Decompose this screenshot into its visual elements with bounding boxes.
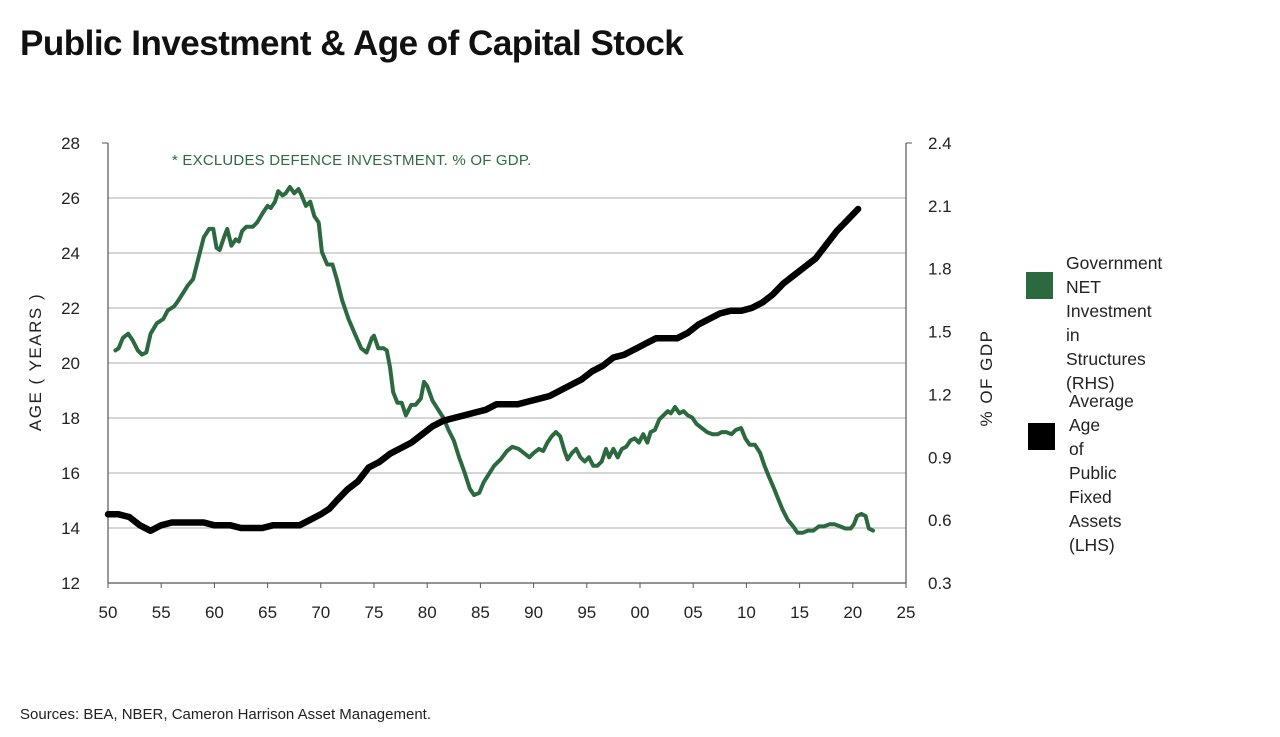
right-tick-label: 2.1 <box>928 197 952 216</box>
page-title: Public Investment & Age of Capital Stock <box>20 24 684 63</box>
right-tick-label: 1.5 <box>928 323 952 342</box>
axes <box>102 142 912 584</box>
x-tick-label: 55 <box>152 603 171 622</box>
legend-label-investment: Government NET Investment in Structures … <box>1066 253 1163 393</box>
right-tick-label: 0.3 <box>928 574 952 593</box>
legend-label-age: Average Age of Public Fixed Assets (LHS) <box>1069 391 1134 555</box>
x-tick-label: 05 <box>684 603 703 622</box>
left-tick-label: 16 <box>61 464 80 483</box>
left-tick-label: 28 <box>61 134 80 153</box>
source-note: Sources: BEA, NBER, Cameron Harrison Ass… <box>20 706 432 723</box>
legend-swatch-black <box>1028 423 1055 450</box>
left-axis-title: AGE ( YEARS ) <box>26 293 45 431</box>
x-tick-label: 85 <box>471 603 490 622</box>
right-tick-label: 2.4 <box>928 134 952 153</box>
left-tick-label: 18 <box>61 409 80 428</box>
x-tick-label: 70 <box>311 603 330 622</box>
x-tick-label: 95 <box>577 603 596 622</box>
x-tick-label: 50 <box>99 603 118 622</box>
x-axis-ticks: 50 55 60 65 70 75 80 85 90 95 00 05 10 15 20 25 <box>99 583 916 622</box>
x-tick-label: 75 <box>365 603 384 622</box>
left-tick-label: 20 <box>61 354 80 373</box>
right-axis-title: % OF GDP <box>977 329 996 426</box>
x-tick-label: 80 <box>418 603 437 622</box>
left-tick-label: 24 <box>61 244 80 263</box>
chart-annotation: * EXCLUDES DEFENCE INVESTMENT. % OF GDP. <box>172 152 531 169</box>
series-line-average-age <box>104 205 862 535</box>
x-tick-label: 25 <box>897 603 916 622</box>
series-line-net-investment <box>113 185 875 535</box>
left-tick-label: 26 <box>61 189 80 208</box>
x-tick-label: 65 <box>258 603 277 622</box>
right-tick-label: 1.2 <box>928 385 952 404</box>
left-tick-label: 14 <box>61 519 80 538</box>
x-tick-label: 10 <box>737 603 756 622</box>
x-tick-label: 00 <box>631 603 650 622</box>
legend-swatch-green <box>1026 272 1053 299</box>
grid-lines <box>108 197 906 529</box>
left-axis-ticks: 12 14 16 18 20 22 24 26 28 <box>61 134 80 593</box>
x-tick-label: 15 <box>790 603 809 622</box>
series <box>104 185 875 535</box>
right-tick-label: 0.9 <box>928 448 952 467</box>
right-tick-label: 1.8 <box>928 260 952 279</box>
right-axis-ticks: 0.3 0.6 0.9 1.2 1.5 1.8 2.1 2.4 <box>928 134 952 593</box>
left-tick-label: 12 <box>61 574 80 593</box>
x-tick-label: 20 <box>843 603 862 622</box>
right-tick-label: 0.6 <box>928 511 952 530</box>
x-tick-label: 90 <box>524 603 543 622</box>
left-tick-label: 22 <box>61 299 80 318</box>
x-tick-label: 60 <box>205 603 224 622</box>
